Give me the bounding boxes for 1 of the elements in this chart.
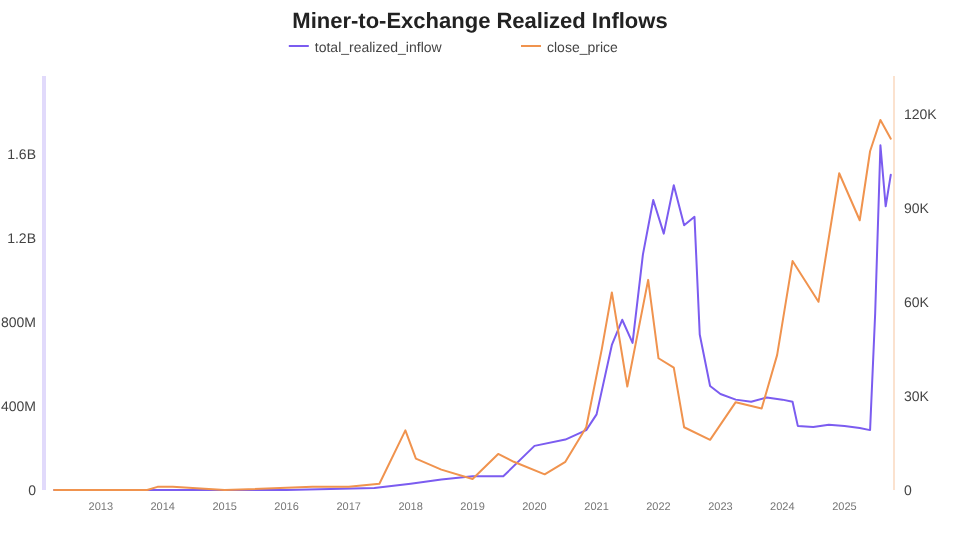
chart-title: Miner-to-Exchange Realized Inflows bbox=[292, 10, 668, 34]
